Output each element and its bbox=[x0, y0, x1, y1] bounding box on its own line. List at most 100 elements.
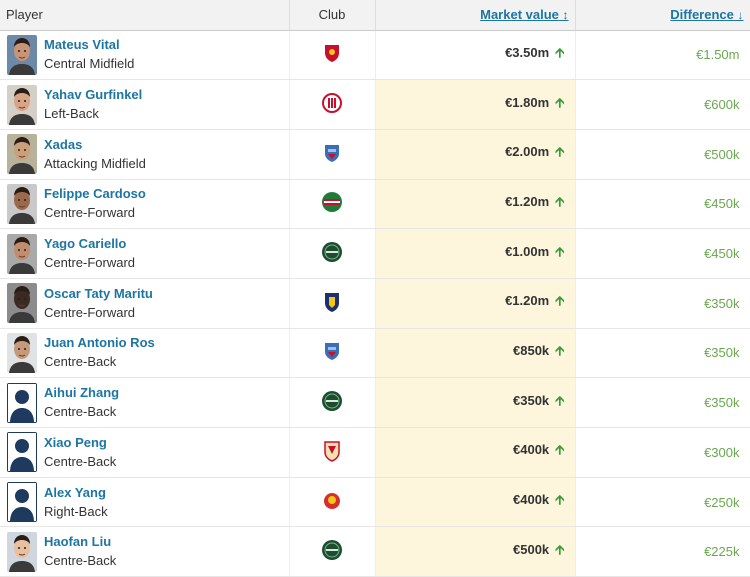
club-cell bbox=[289, 477, 376, 528]
club-crest-red-shield-icon[interactable] bbox=[323, 43, 341, 66]
player-avatar[interactable] bbox=[7, 531, 37, 572]
player-position: Centre-Forward bbox=[44, 205, 136, 221]
market-value-cell: €1.00m 🡩 bbox=[375, 228, 576, 279]
club-crest-red-gold-shield-icon[interactable] bbox=[323, 440, 341, 465]
sort-down-icon: ↓ bbox=[737, 8, 744, 23]
player-cell: Yago Cariello Centre-Forward bbox=[0, 228, 290, 279]
player-name-link[interactable]: Oscar Taty Maritu bbox=[44, 285, 153, 301]
difference-cell: €300k bbox=[575, 427, 750, 478]
market-value-cell: €1.80m 🡩 bbox=[375, 79, 576, 130]
difference-cell: €250k bbox=[575, 477, 750, 528]
player-position: Centre-Forward bbox=[44, 255, 136, 271]
player-avatar[interactable] bbox=[7, 34, 37, 75]
arrow-up-icon: 🡩 bbox=[555, 44, 565, 60]
player-name-link[interactable]: Yago Cariello bbox=[44, 236, 127, 252]
difference-cell: €1.50m bbox=[575, 30, 750, 81]
sort-updown-icon: ↕ bbox=[562, 8, 569, 23]
player-name-link[interactable]: Mateus Vital bbox=[44, 37, 120, 53]
sort-market-value-link[interactable]: Market value ↕ bbox=[480, 7, 569, 23]
club-crest-green-red-round-icon[interactable] bbox=[321, 191, 343, 216]
player-cell: Haofan Liu Centre-Back bbox=[0, 526, 290, 577]
player-cell: Oscar Taty Maritu Centre-Forward bbox=[0, 278, 290, 329]
club-crest-red-yellow-icon[interactable] bbox=[323, 491, 341, 514]
difference-cell: €350k bbox=[575, 377, 750, 428]
player-avatar[interactable] bbox=[7, 432, 37, 473]
player-cell: Felippe Cardoso Centre-Forward bbox=[0, 179, 290, 230]
market-value: €850k bbox=[513, 342, 550, 358]
club-cell bbox=[289, 179, 376, 230]
player-name-link[interactable]: Juan Antonio Ros bbox=[44, 335, 155, 351]
club-cell bbox=[289, 377, 376, 428]
player-cell: Xiao Peng Centre-Back bbox=[0, 427, 290, 478]
arrow-up-icon: 🡩 bbox=[555, 94, 565, 110]
arrow-up-icon: 🡩 bbox=[555, 144, 565, 160]
player-avatar[interactable] bbox=[7, 134, 37, 175]
player-avatar[interactable] bbox=[7, 382, 37, 423]
difference-value: €350k bbox=[704, 395, 740, 411]
player-avatar[interactable] bbox=[7, 283, 37, 324]
player-avatar[interactable] bbox=[7, 84, 37, 125]
header-club: Club bbox=[289, 0, 376, 31]
table-row: Yago Cariello Centre-Forward €1.00m 🡩 €450k bbox=[0, 228, 750, 279]
player-name-link[interactable]: Xiao Peng bbox=[44, 434, 107, 450]
difference-value: €600k bbox=[704, 97, 740, 113]
header-player: Player bbox=[0, 0, 290, 31]
difference-cell: €350k bbox=[575, 278, 750, 329]
player-name-link[interactable]: Haofan Liu bbox=[44, 534, 112, 550]
club-cell bbox=[289, 30, 376, 81]
table-row: Aihui Zhang Centre-Back €350k 🡩 €350k bbox=[0, 377, 750, 428]
header-difference[interactable]: Difference ↓ bbox=[575, 0, 750, 31]
player-avatar[interactable] bbox=[7, 332, 37, 373]
market-value: €1.20m bbox=[505, 293, 550, 309]
club-cell bbox=[289, 228, 376, 279]
sort-difference-link[interactable]: Difference ↓ bbox=[670, 7, 744, 23]
difference-value: €250k bbox=[704, 494, 740, 510]
club-cell bbox=[289, 79, 376, 130]
market-value-cell: €350k 🡩 bbox=[375, 377, 576, 428]
difference-cell: €500k bbox=[575, 129, 750, 180]
table-row: Mateus Vital Central Midfield €3.50m 🡩 €1.50… bbox=[0, 30, 750, 81]
difference-value: €225k bbox=[704, 544, 740, 560]
club-crest-navy-shield-icon[interactable] bbox=[323, 291, 341, 316]
club-crest-blue-shield-icon[interactable] bbox=[323, 143, 341, 166]
player-avatar[interactable] bbox=[7, 183, 37, 224]
arrow-up-icon: 🡩 bbox=[555, 293, 565, 309]
table-row: Alex Yang Right-Back €400k 🡩 €250k bbox=[0, 477, 750, 528]
player-avatar[interactable] bbox=[7, 482, 37, 523]
arrow-up-icon: 🡩 bbox=[555, 442, 565, 458]
club-crest-blue-shield-icon[interactable] bbox=[323, 341, 341, 364]
club-crest-dark-green-round-icon[interactable] bbox=[321, 241, 343, 266]
club-crest-red-round-icon[interactable] bbox=[322, 93, 342, 116]
player-position: Central Midfield bbox=[44, 56, 135, 72]
player-position: Attacking Midfield bbox=[44, 155, 146, 171]
player-position: Centre-Back bbox=[44, 453, 117, 469]
player-name-link[interactable]: Felippe Cardoso bbox=[44, 186, 146, 202]
player-position: Right-Back bbox=[44, 503, 108, 519]
market-value-cell: €500k 🡩 bbox=[375, 526, 576, 577]
market-value-cell: €3.50m 🡩 bbox=[375, 30, 576, 81]
club-crest-dark-green-round-icon[interactable] bbox=[321, 539, 343, 564]
market-value-cell: €1.20m 🡩 bbox=[375, 179, 576, 230]
player-position: Centre-Back bbox=[44, 404, 117, 420]
arrow-up-icon: 🡩 bbox=[555, 342, 565, 358]
difference-value: €350k bbox=[704, 295, 740, 311]
difference-value: €450k bbox=[704, 246, 740, 262]
difference-cell: €225k bbox=[575, 526, 750, 577]
club-cell bbox=[289, 526, 376, 577]
header-market-value[interactable]: Market value ↕ bbox=[375, 0, 576, 31]
club-crest-dark-green-round-icon[interactable] bbox=[321, 390, 343, 415]
table-row: Xadas Attacking Midfield €2.00m 🡩 €500k bbox=[0, 129, 750, 180]
player-position: Centre-Forward bbox=[44, 304, 136, 320]
club-cell bbox=[289, 427, 376, 478]
player-name-link[interactable]: Xadas bbox=[44, 136, 83, 152]
player-cell: Xadas Attacking Midfield bbox=[0, 129, 290, 180]
market-value-cell: €400k 🡩 bbox=[375, 477, 576, 528]
player-name-link[interactable]: Yahav Gurfinkel bbox=[44, 87, 143, 103]
difference-value: €350k bbox=[704, 345, 740, 361]
market-value: €500k bbox=[513, 541, 550, 557]
table-row: Juan Antonio Ros Centre-Back €850k 🡩 €350k bbox=[0, 328, 750, 379]
player-name-link[interactable]: Alex Yang bbox=[44, 484, 106, 500]
arrow-up-icon: 🡩 bbox=[555, 492, 565, 508]
player-name-link[interactable]: Aihui Zhang bbox=[44, 385, 120, 401]
player-avatar[interactable] bbox=[7, 233, 37, 274]
